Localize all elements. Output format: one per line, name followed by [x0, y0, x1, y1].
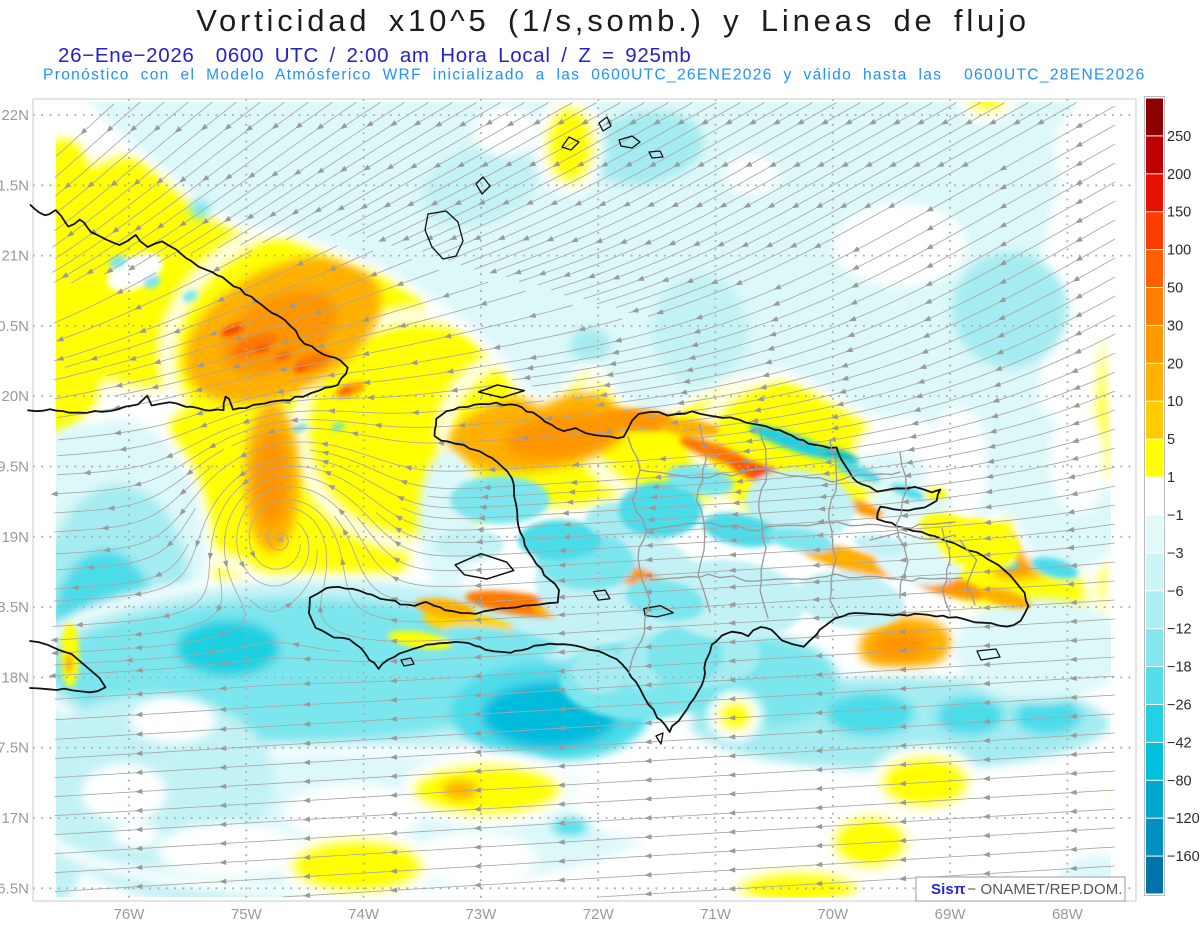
svg-text:68W: 68W	[1052, 906, 1084, 923]
svg-text:−26: −26	[1167, 698, 1192, 714]
svg-text:21.5N: 21.5N	[0, 177, 29, 194]
svg-text:20N: 20N	[1, 388, 29, 405]
svg-text:18N: 18N	[1, 669, 29, 686]
svg-text:30: 30	[1167, 318, 1183, 334]
svg-text:150: 150	[1167, 205, 1191, 221]
svg-text:200: 200	[1167, 167, 1191, 183]
svg-text:250: 250	[1167, 129, 1191, 145]
svg-text:−42: −42	[1167, 735, 1192, 751]
svg-text:−18: −18	[1167, 660, 1192, 676]
svg-text:16.5N: 16.5N	[0, 880, 29, 897]
svg-text:20.5N: 20.5N	[0, 318, 29, 335]
svg-text:−12: −12	[1167, 622, 1192, 638]
svg-text:17.5N: 17.5N	[0, 740, 29, 757]
svg-text:−80: −80	[1167, 773, 1192, 789]
svg-text:100: 100	[1167, 243, 1191, 259]
svg-text:−160: −160	[1167, 849, 1200, 865]
svg-text:1: 1	[1167, 470, 1175, 486]
svg-text:18.5N: 18.5N	[0, 599, 29, 616]
svg-text:22N: 22N	[1, 107, 29, 124]
svg-text:−1: −1	[1167, 508, 1184, 524]
svg-text:10: 10	[1167, 394, 1183, 410]
svg-text:69W: 69W	[935, 906, 967, 923]
svg-text:19N: 19N	[1, 529, 29, 546]
svg-text:73W: 73W	[465, 906, 497, 923]
svg-text:50: 50	[1167, 281, 1183, 297]
svg-text:72W: 72W	[583, 906, 615, 923]
svg-text:21N: 21N	[1, 248, 29, 265]
svg-text:19.5N: 19.5N	[0, 459, 29, 476]
svg-text:76W: 76W	[114, 906, 146, 923]
svg-text:26−Ene−2026 0600 UTC / 2:00 a: 26−Ene−2026 0600 UTC / 2:00 am Hora Loca…	[58, 44, 692, 67]
svg-text:71W: 71W	[700, 906, 732, 923]
svg-text:17N: 17N	[1, 810, 29, 827]
svg-text:Sisπ− ONAMET/REP.DOM.: Sisπ − ONAMET/REP.DOM.	[931, 881, 1123, 898]
svg-text:Vorticidad x10^5 (1/s,somb.) y: Vorticidad x10^5 (1/s,somb.) y Lineas de…	[196, 3, 1030, 38]
svg-text:20: 20	[1167, 356, 1183, 372]
svg-text:75W: 75W	[231, 906, 263, 923]
svg-text:Pronóstico con el Modelo Atmós: Pronóstico con el Modelo Atmósferico WRF…	[43, 67, 1146, 84]
svg-text:70W: 70W	[817, 906, 849, 923]
svg-text:−120: −120	[1167, 811, 1200, 827]
svg-text:−6: −6	[1167, 584, 1184, 600]
svg-text:−3: −3	[1167, 546, 1184, 562]
svg-text:74W: 74W	[348, 906, 380, 923]
svg-text:5: 5	[1167, 432, 1175, 448]
